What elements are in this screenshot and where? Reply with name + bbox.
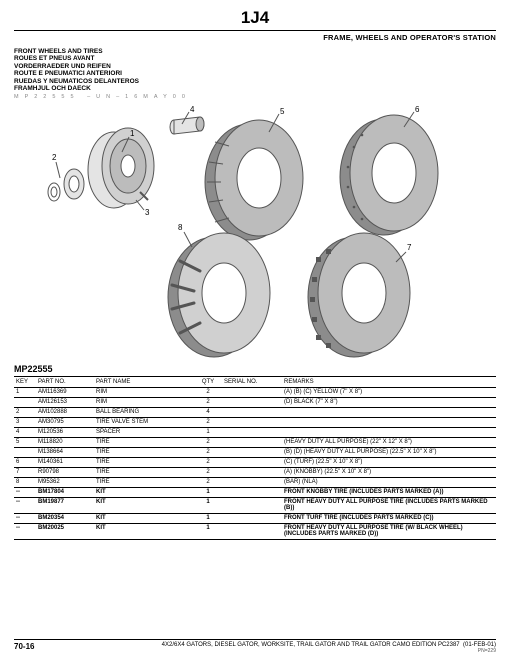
parts-table: KEY PART NO. PART NAME QTY SERIAL NO. RE… bbox=[14, 376, 496, 540]
table-row: 7R90798TIRE2(A) (KNOBBY) (22.5" X 10" X … bbox=[14, 467, 496, 477]
callout-8: 8 bbox=[178, 223, 183, 232]
page-code: 1J4 bbox=[14, 8, 496, 28]
table-row: AM126153RIM2(D) BLACK (7" X 8") bbox=[14, 397, 496, 407]
callout-4: 4 bbox=[190, 105, 195, 114]
table-row: M138664TIRE2(B) (D) (HEAVY DUTY ALL PURP… bbox=[14, 447, 496, 457]
col-partno: PART NO. bbox=[36, 376, 94, 387]
title-line: ROUTE E PNEUMATICI ANTERIORI bbox=[14, 70, 496, 77]
title-line: FRAMHJUL OCH DAECK bbox=[14, 85, 496, 92]
callout-1: 1 bbox=[130, 129, 135, 138]
table-row: --BM17804KIT1FRONT KNOBBY TIRE (INCLUDES… bbox=[14, 487, 496, 497]
table-row: 6M140361TIRE2(C) (TURF) (22.5" X 10" X 8… bbox=[14, 457, 496, 467]
title-line: VORDERRAEDER UND REIFEN bbox=[14, 63, 496, 70]
footer-pn: PN=229 bbox=[162, 648, 496, 654]
callout-6: 6 bbox=[415, 105, 420, 114]
col-key: KEY bbox=[14, 376, 36, 387]
footer-page: 70-16 bbox=[14, 642, 34, 654]
table-row: 1AM116369RIM2(A) (B) (C) YELLOW (7" X 8"… bbox=[14, 387, 496, 397]
table-caption: MP22555 bbox=[14, 364, 496, 374]
meta-line: MP22555 –UN–16MAY00 bbox=[14, 94, 496, 100]
col-qty: QTY bbox=[194, 376, 222, 387]
top-rule bbox=[14, 30, 496, 31]
exploded-diagram: 4 1 2 3 bbox=[14, 102, 496, 360]
col-serial: SERIAL NO. bbox=[222, 376, 282, 387]
table-row: --BM19877KIT1FRONT HEAVY DUTY ALL PURPOS… bbox=[14, 497, 496, 513]
table-row: 4M120536SPACER1 bbox=[14, 427, 496, 437]
callout-5: 5 bbox=[280, 107, 285, 116]
callout-2: 2 bbox=[52, 153, 57, 162]
table-row: 8M95362TIRE2(BAR) (NLA) bbox=[14, 477, 496, 487]
table-row: --BM20354KIT1FRONT TURF TIRE (INCLUDES P… bbox=[14, 513, 496, 523]
callout-7: 7 bbox=[407, 243, 412, 252]
col-partname: PART NAME bbox=[94, 376, 194, 387]
table-row: 5M118820TIRE2(HEAVY DUTY ALL PURPOSE) (2… bbox=[14, 437, 496, 447]
section-title: FRAME, WHEELS AND OPERATOR'S STATION bbox=[14, 33, 496, 42]
title-line: RUEDAS Y NEUMATICOS DELANTEROS bbox=[14, 78, 496, 85]
table-row: 2AM102888BALL BEARING4 bbox=[14, 407, 496, 417]
table-row: 3AM30795TIRE VALVE STEM2 bbox=[14, 417, 496, 427]
title-line: FRONT WHEELS AND TIRES bbox=[14, 48, 496, 55]
title-line: ROUES ET PNEUS AVANT bbox=[14, 55, 496, 62]
callout-3: 3 bbox=[145, 208, 150, 217]
col-remarks: REMARKS bbox=[282, 376, 496, 387]
footer-desc: 4X2/6X4 GATORS, DIESEL GATOR, WORKSITE, … bbox=[162, 642, 460, 648]
table-header-row: KEY PART NO. PART NAME QTY SERIAL NO. RE… bbox=[14, 376, 496, 387]
title-block: FRONT WHEELS AND TIRES ROUES ET PNEUS AV… bbox=[14, 48, 496, 100]
page-footer: 70-16 4X2/6X4 GATORS, DIESEL GATOR, WORK… bbox=[14, 639, 496, 654]
table-row: --BM20025KIT1FRONT HEAVY DUTY ALL PURPOS… bbox=[14, 523, 496, 539]
